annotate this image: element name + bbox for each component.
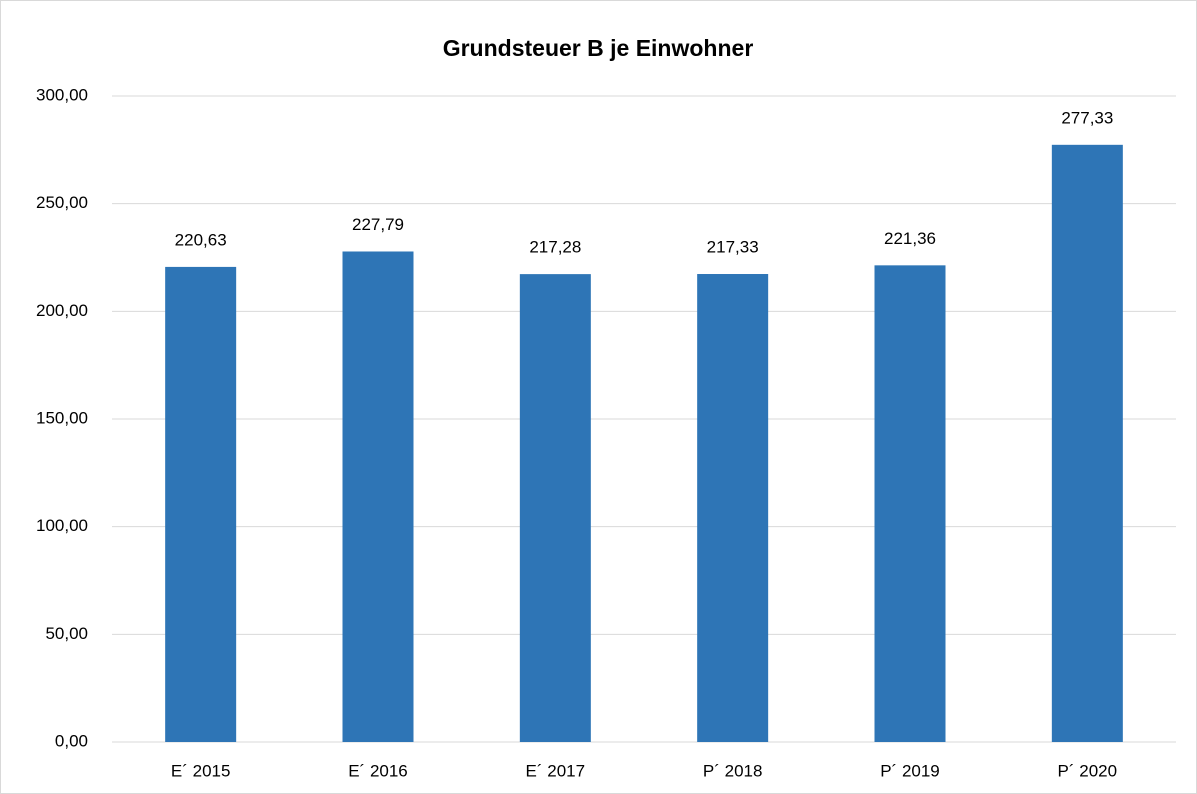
y-tick-label: 200,00 xyxy=(36,301,88,320)
data-label: 220,63 xyxy=(175,230,227,249)
bar xyxy=(165,266,237,742)
y-tick-label: 50,00 xyxy=(45,624,88,643)
bar xyxy=(697,274,769,742)
bar xyxy=(519,274,591,742)
y-tick-label: 100,00 xyxy=(36,516,88,535)
chart-title: Grundsteuer B je Einwohner xyxy=(443,35,754,61)
x-tick-label: P´ 2019 xyxy=(880,761,940,780)
y-tick-label: 150,00 xyxy=(36,408,88,427)
x-tick-label: E´ 2015 xyxy=(171,761,231,780)
data-label: 217,28 xyxy=(529,238,581,257)
bar xyxy=(342,251,414,743)
bar xyxy=(874,265,946,742)
x-tick-label: E´ 2016 xyxy=(348,761,408,780)
y-tick-label: 0,00 xyxy=(55,731,88,750)
data-label: 221,36 xyxy=(884,229,936,248)
data-label: 277,33 xyxy=(1061,108,1113,127)
x-tick-label: P´ 2018 xyxy=(703,761,763,780)
data-label: 227,79 xyxy=(352,215,404,234)
x-tick-label: P´ 2020 xyxy=(1058,761,1118,780)
y-tick-label: 300,00 xyxy=(36,85,88,104)
x-tick-label: E´ 2017 xyxy=(526,761,586,780)
data-label: 217,33 xyxy=(707,238,759,257)
bar xyxy=(1051,144,1123,743)
y-tick-label: 250,00 xyxy=(36,193,88,212)
